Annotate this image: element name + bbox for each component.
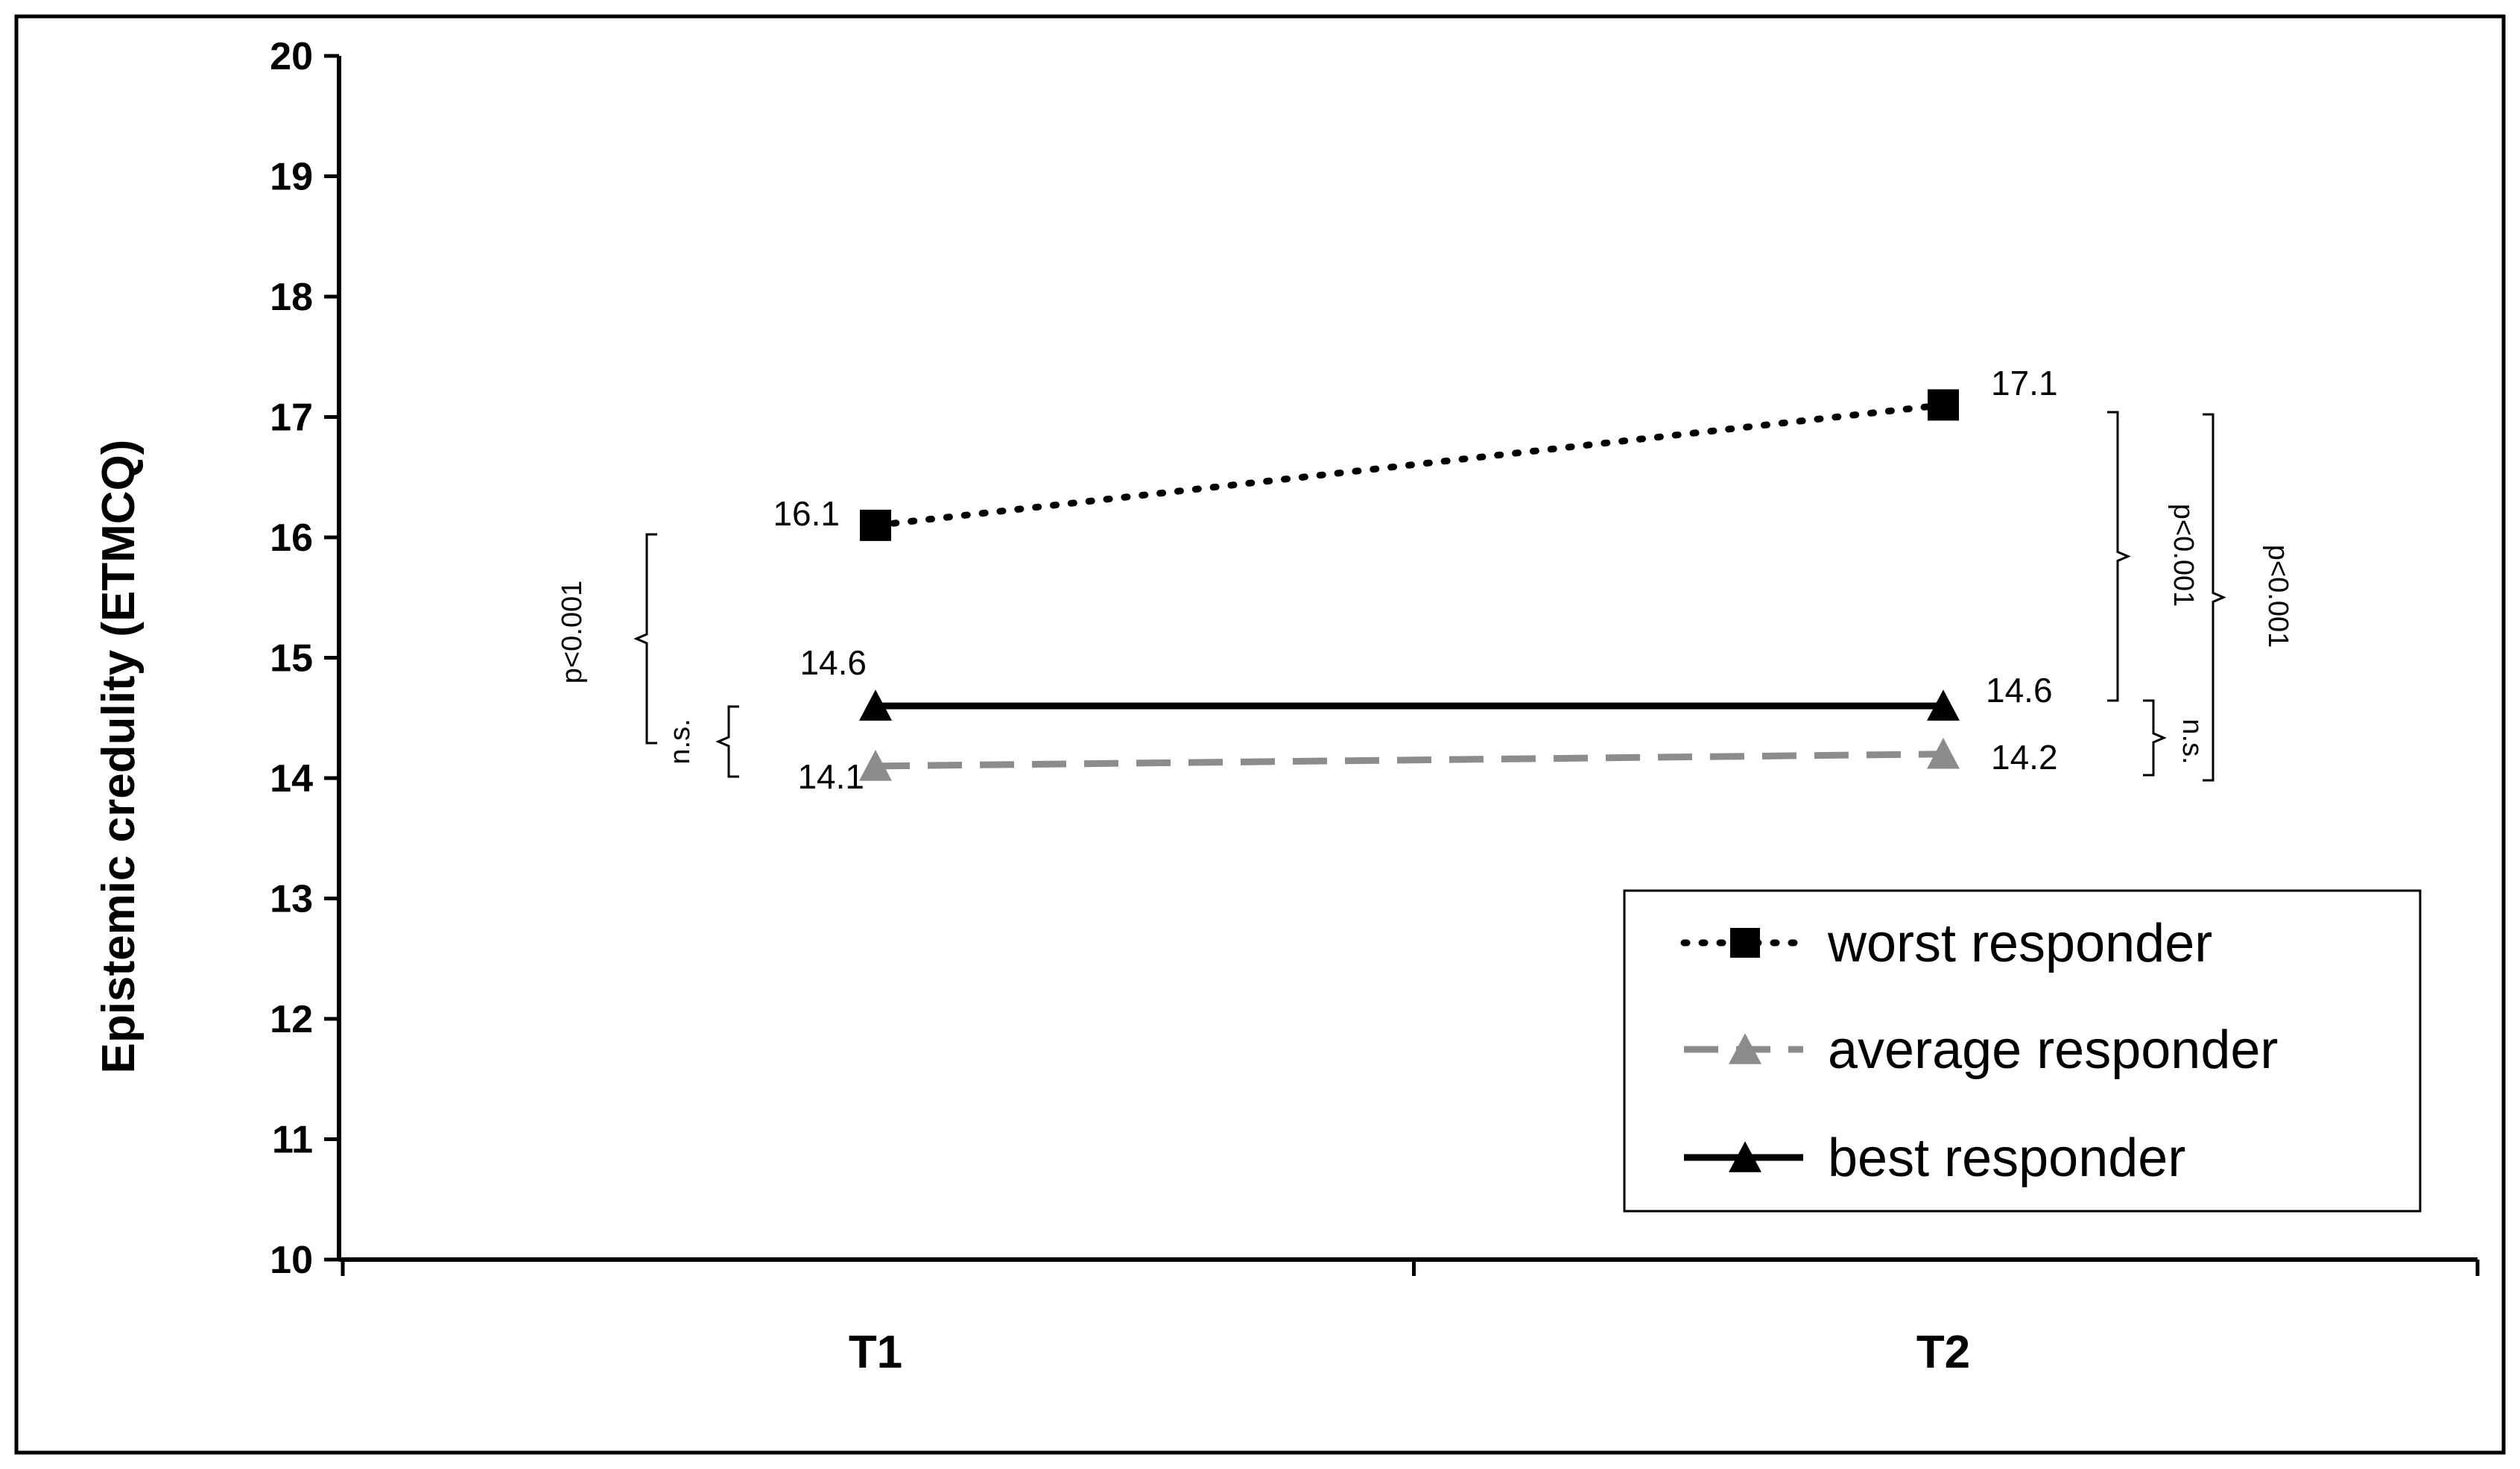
significance-label: p<0.001: [2262, 545, 2293, 648]
significance-label: p<0.001: [557, 581, 588, 683]
data-label-best-responder: 14.6: [1986, 671, 2053, 710]
significance-bracket: [2143, 699, 2167, 777]
data-point-worst-responder: [1928, 389, 1959, 421]
y-tick-label: 15: [270, 637, 313, 680]
y-axis-title: Epistemic credulity (ETMCQ): [93, 440, 145, 1074]
significance-bracket: [715, 705, 739, 778]
legend-marker-worst-responder: [1730, 928, 1760, 958]
y-tick-label: 13: [270, 878, 313, 921]
significance-bracket: [2107, 411, 2131, 702]
significance-label: n.s.: [2176, 718, 2208, 764]
y-tick-label: 11: [272, 1119, 313, 1162]
legend-marker-best-responder: [1729, 1141, 1761, 1172]
y-tick-label: 12: [270, 998, 313, 1041]
y-tick-label: 14: [270, 757, 313, 800]
legend-label-average-responder: average responder: [1828, 1020, 2278, 1080]
y-tick-label: 20: [270, 35, 313, 78]
legend-marker-average-responder: [1729, 1033, 1761, 1064]
data-label-best-responder: 14.6: [800, 643, 867, 682]
y-tick-label: 17: [270, 397, 313, 440]
significance-label: p<0.001: [2168, 504, 2199, 607]
legend-label-worst-responder: worst responder: [1827, 914, 2212, 973]
data-point-best-responder: [859, 689, 892, 721]
data-point-average-responder: [859, 750, 892, 781]
data-label-average-responder: 14.2: [1991, 738, 2058, 777]
y-tick-label: 10: [270, 1239, 313, 1282]
data-label-worst-responder: 17.1: [1991, 364, 2058, 402]
x-tick-label: T2: [1916, 1327, 1970, 1378]
x-tick-label: T1: [849, 1327, 902, 1378]
data-point-average-responder: [1927, 737, 1960, 769]
significance-label: n.s.: [665, 718, 696, 764]
y-tick-label: 19: [270, 156, 313, 199]
chart-frame: [14, 14, 2506, 1455]
data-point-best-responder: [1927, 689, 1960, 721]
data-label-worst-responder: 16.1: [773, 494, 840, 533]
series-line-worst-responder: [872, 401, 1947, 529]
plot-area: 10 11 12 13 14 15 16 17 18 19 20 T1 T2 16.1 17.1 14.1 14…: [270, 35, 2480, 1378]
significance-bracket: [2203, 413, 2226, 782]
series-line-average-responder: [875, 751, 1944, 770]
y-tick-label: 16: [270, 516, 313, 560]
y-tick-label: 18: [270, 276, 313, 319]
legend-label-best-responder: best responder: [1828, 1128, 2185, 1188]
legend: worst responder average responder best res…: [1623, 889, 2422, 1213]
significance-bracket: [633, 533, 657, 745]
data-point-worst-responder: [860, 509, 891, 541]
data-label-average-responder: 14.1: [797, 757, 864, 796]
